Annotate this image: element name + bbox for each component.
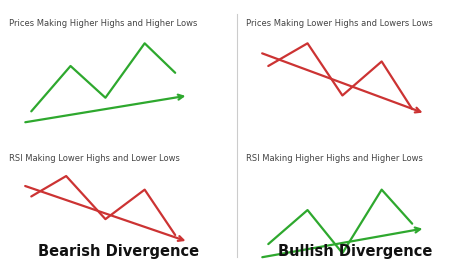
Text: Prices Making Higher Highs and Higher Lows: Prices Making Higher Highs and Higher Lo… <box>9 19 198 28</box>
Text: Bearish Divergence: Bearish Divergence <box>38 244 199 259</box>
Text: Bullish Divergence: Bullish Divergence <box>278 244 433 259</box>
Text: RSI Making Lower Highs and Lower Lows: RSI Making Lower Highs and Lower Lows <box>9 154 180 163</box>
Text: RSI Making Higher Highs and Higher Lows: RSI Making Higher Highs and Higher Lows <box>246 154 423 163</box>
Text: Prices Making Lower Highs and Lowers Lows: Prices Making Lower Highs and Lowers Low… <box>246 19 433 28</box>
